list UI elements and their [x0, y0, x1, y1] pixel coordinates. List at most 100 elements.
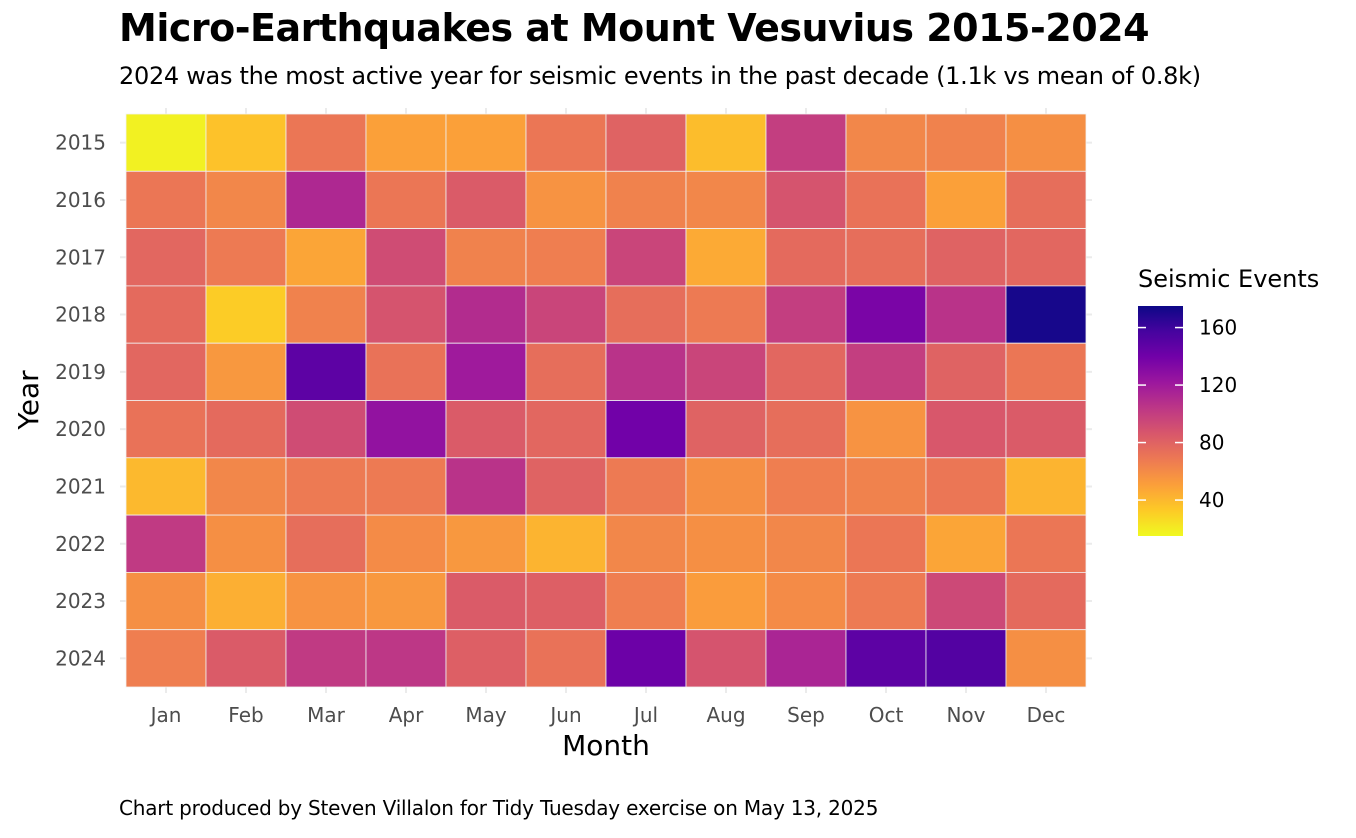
heatmap-cell-2022-Nov [925, 514, 1007, 573]
y-tick-label: 2015 [55, 131, 106, 155]
heatmap-cell-2019-Mar [285, 342, 367, 401]
heatmap-cell-2018-Mar [285, 285, 367, 344]
heatmap-cell-2019-Apr [365, 342, 447, 401]
heatmap-cell-2024-Apr [365, 629, 447, 688]
heatmap-cell-2019-Aug [685, 342, 767, 401]
heatmap-cell-2023-Nov [925, 572, 1007, 631]
heatmap-cell-2019-Jul [605, 342, 687, 401]
heatmap-cell-2017-Aug [685, 228, 767, 287]
heatmap-cell-2015-May [445, 113, 527, 172]
heatmap-cell-2020-Aug [685, 400, 767, 459]
y-tick-labels: 2015 2016 2017 2018 2019 2020 2021 2022 2023 2024 [55, 131, 106, 671]
x-tick-label: Dec [1027, 703, 1066, 727]
heatmap-cell-2019-Sep [765, 342, 847, 401]
heatmap-cell-2023-Jun [525, 572, 607, 631]
heatmap-cell-2018-Jun [525, 285, 607, 344]
heatmap-cell-2015-Jul [605, 113, 687, 172]
x-tick-label: Oct [869, 703, 904, 727]
heatmap-cell-2017-Oct [845, 228, 927, 287]
heatmap-cell-2017-Mar [285, 228, 367, 287]
x-tick-label: May [465, 703, 507, 727]
heatmap-cell-2023-Dec [1005, 572, 1087, 631]
x-tick-label: Mar [307, 703, 346, 727]
y-axis-title: Year [12, 370, 45, 431]
heatmap-cell-2021-Sep [765, 457, 847, 516]
heatmap-cell-2024-Nov [925, 629, 1007, 688]
heatmap-cell-2022-Dec [1005, 514, 1087, 573]
chart-subtitle: 2024 was the most active year for seismi… [119, 62, 1201, 90]
heatmap-cell-2023-Oct [845, 572, 927, 631]
chart-title: Micro-Earthquakes at Mount Vesuvius 2015… [119, 6, 1150, 50]
heatmap-cell-2016-Nov [925, 170, 1007, 230]
y-tick-label: 2024 [55, 646, 106, 670]
heatmap-cell-2018-Feb [205, 285, 287, 344]
heatmap-cell-2015-Dec [1005, 113, 1087, 172]
heatmap-cell-2016-May [445, 170, 527, 230]
heatmap-cell-2024-Jan [125, 629, 207, 688]
x-tick-label: Jun [548, 703, 581, 727]
legend-tick-label: 120 [1199, 373, 1237, 397]
heatmap-cell-2022-Feb [205, 514, 287, 573]
heatmap-cell-2019-Nov [925, 342, 1007, 401]
heatmap-cell-2024-May [445, 629, 527, 688]
y-tick-label: 2019 [55, 360, 106, 384]
heatmap-cell-2023-Jul [605, 572, 687, 631]
heatmap-cell-2016-Apr [365, 170, 447, 230]
heatmap-cell-2016-Jan [125, 170, 207, 230]
heatmap-cell-2021-Apr [365, 457, 447, 516]
x-tick-label: Sep [787, 703, 825, 727]
heatmap-cell-2022-Aug [685, 514, 767, 573]
heatmap-cell-2015-Feb [205, 113, 287, 172]
x-tick-label: Apr [389, 703, 424, 727]
heatmap-cell-2024-Jul [605, 629, 687, 688]
heatmap-cell-2016-Sep [765, 170, 847, 230]
x-tick-label: Aug [706, 703, 745, 727]
heatmap-cell-2018-Dec [1005, 285, 1087, 344]
heatmap-cell-2016-Jul [605, 170, 687, 230]
heatmap-cell-2017-May [445, 228, 527, 287]
heatmap-cell-2018-Jan [125, 285, 207, 344]
heatmap-cell-2019-Oct [845, 342, 927, 401]
heatmap-cell-2021-Mar [285, 457, 367, 516]
heatmap-cell-2021-Nov [925, 457, 1007, 516]
y-tick-label: 2018 [55, 303, 106, 327]
legend-ticks: 40 80 120 160 [1138, 316, 1237, 512]
heatmap-cell-2020-Jan [125, 400, 207, 459]
heatmap-cell-2017-Nov [925, 228, 1007, 287]
heatmap-cell-2017-Sep [765, 228, 847, 287]
heatmap-cell-2024-Oct [845, 629, 927, 688]
heatmap-cell-2017-Dec [1005, 228, 1087, 287]
legend-title: Seismic Events [1138, 265, 1319, 293]
heatmap-cell-2023-Mar [285, 572, 367, 631]
heatmap-cell-2017-Feb [205, 228, 287, 287]
heatmap-cell-2022-Mar [285, 514, 367, 573]
heatmap-cell-2022-May [445, 514, 527, 573]
heatmap-cell-2015-Mar [285, 113, 367, 172]
heatmap-cell-2020-Jul [605, 400, 687, 459]
heatmap-cells [125, 113, 1087, 688]
heatmap-cell-2021-Oct [845, 457, 927, 516]
heatmap-cell-2020-Mar [285, 400, 367, 459]
x-tick-label: Feb [228, 703, 263, 727]
heatmap-cell-2015-Apr [365, 113, 447, 172]
heatmap-cell-2018-Nov [925, 285, 1007, 344]
legend-tick-label: 40 [1199, 488, 1224, 512]
x-tick-label: Jul [632, 703, 658, 727]
heatmap-cell-2021-Dec [1005, 457, 1087, 516]
heatmap-cell-2024-Dec [1005, 629, 1087, 688]
heatmap-cell-2023-Sep [765, 572, 847, 631]
heatmap-cell-2019-Dec [1005, 342, 1087, 401]
heatmap-cell-2018-Jul [605, 285, 687, 344]
heatmap-cell-2024-Jun [525, 629, 607, 688]
heatmap-cell-2023-Feb [205, 572, 287, 631]
heatmap-cell-2019-May [445, 342, 527, 401]
x-tick-label: Jan [149, 703, 182, 727]
heatmap-cell-2023-Apr [365, 572, 447, 631]
x-tick-label: Nov [946, 703, 985, 727]
legend-tick-label: 160 [1199, 316, 1237, 340]
heatmap-cell-2015-Nov [925, 113, 1007, 172]
heatmap-cell-2021-Aug [685, 457, 767, 516]
heatmap-cell-2020-Nov [925, 400, 1007, 459]
heatmap-cell-2024-Sep [765, 629, 847, 688]
